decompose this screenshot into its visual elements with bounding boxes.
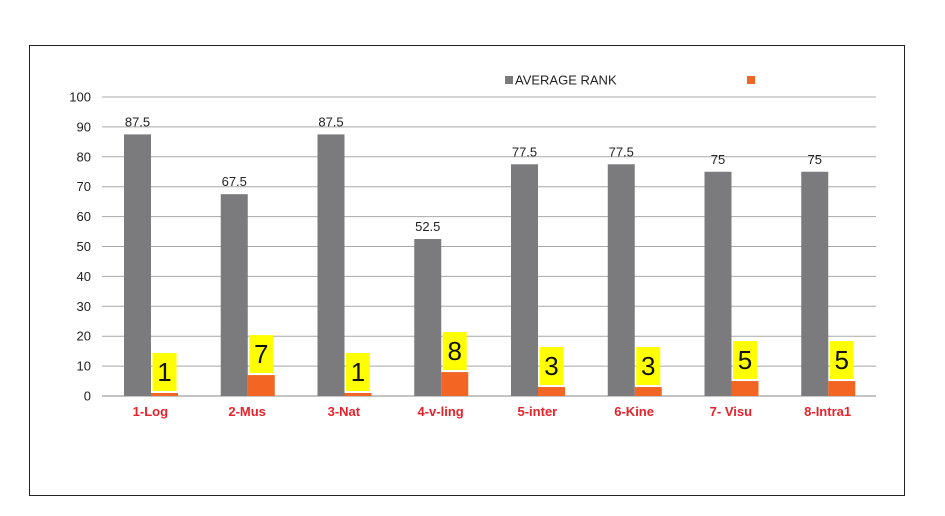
bar-value-label: 75 <box>808 152 822 167</box>
rank-label-box <box>636 347 661 386</box>
y-tick-label: 80 <box>77 149 91 164</box>
legend-swatch-average-rank <box>505 76 513 84</box>
y-tick-label: 0 <box>84 389 91 404</box>
rank-value-label: 1 <box>157 357 171 387</box>
rank-value-label: 3 <box>544 351 558 381</box>
bar-value-label: 77.5 <box>512 144 537 159</box>
y-tick-label: 60 <box>77 209 91 224</box>
bar-rank <box>247 375 275 396</box>
x-category-label: 1-Log <box>133 404 168 419</box>
bar-average-rank <box>801 171 829 396</box>
y-tick-label: 100 <box>69 90 91 105</box>
bar-rank <box>828 381 856 396</box>
x-category-label: 2-Mus <box>228 404 266 419</box>
gridlines <box>102 96 876 397</box>
rank-value-label: 1 <box>351 357 365 387</box>
rank-label-box <box>249 335 274 374</box>
x-category-label: 6-Kine <box>614 404 654 419</box>
legend: AVERAGE RANK <box>505 73 755 88</box>
bar-average-rank <box>317 134 345 396</box>
legend-label-average-rank: AVERAGE RANK <box>515 73 617 88</box>
bar-rank <box>344 393 372 396</box>
y-tick-label: 50 <box>77 239 91 254</box>
bar-rank <box>731 381 759 396</box>
rank-value-label: 5 <box>835 345 849 375</box>
bar-value-label: 87.5 <box>125 114 150 129</box>
rank-value-label: 5 <box>738 345 752 375</box>
rank-value-label: 8 <box>448 336 462 366</box>
y-tick-label: 40 <box>77 269 91 284</box>
bar-value-label: 87.5 <box>318 114 343 129</box>
bar-rank <box>634 387 662 396</box>
y-tick-label: 30 <box>77 299 91 314</box>
bar-average-rank <box>414 239 442 396</box>
data-labels: 87.5 1 67.5 7 87.5 1 52.5 8 77.5 3 77.5 3 75 5 75 5 <box>125 114 854 392</box>
y-tick-label: 70 <box>77 179 91 194</box>
bar-average-rank <box>607 164 635 396</box>
x-category-label: 8-Intra1 <box>804 404 851 419</box>
legend-swatch-rank <box>747 76 755 84</box>
x-axis-categories: 1-Log 2-Mus 3-Nat 4-v-ling 5-inter 6-Kine 7- V… <box>133 404 851 419</box>
bar-value-label: 67.5 <box>222 174 247 189</box>
y-tick-label: 10 <box>77 359 91 374</box>
rank-value-label: 3 <box>641 351 655 381</box>
rank-label-box <box>442 332 467 371</box>
x-category-label: 7- Visu <box>710 404 752 419</box>
bars <box>124 134 856 396</box>
x-category-label: 3-Nat <box>328 404 361 419</box>
bar-rank <box>441 372 469 396</box>
bar-value-label: 77.5 <box>609 144 634 159</box>
bar-average-rank <box>124 134 151 396</box>
bar-value-label: 52.5 <box>415 219 440 234</box>
rank-label-box <box>539 347 564 386</box>
bar-rank <box>538 387 565 396</box>
y-tick-label: 20 <box>77 329 91 344</box>
rank-label-box <box>152 353 177 392</box>
rank-value-label: 7 <box>254 339 268 369</box>
bar-average-rank <box>704 171 732 396</box>
x-category-label: 4-v-ling <box>418 404 464 419</box>
chart-frame <box>29 45 905 496</box>
rank-label-box <box>829 341 854 380</box>
rank-label-box <box>346 353 370 392</box>
bar-value-label: 75 <box>711 152 725 167</box>
y-tick-label: 90 <box>77 119 91 134</box>
rank-label-box <box>733 341 757 380</box>
bar-average-rank <box>220 194 248 396</box>
y-axis-ticks: 0 10 20 30 40 50 60 70 80 90 100 <box>69 90 91 404</box>
bar-average-rank <box>511 164 538 396</box>
x-category-label: 5-inter <box>518 404 558 419</box>
bar-rank <box>151 393 178 396</box>
